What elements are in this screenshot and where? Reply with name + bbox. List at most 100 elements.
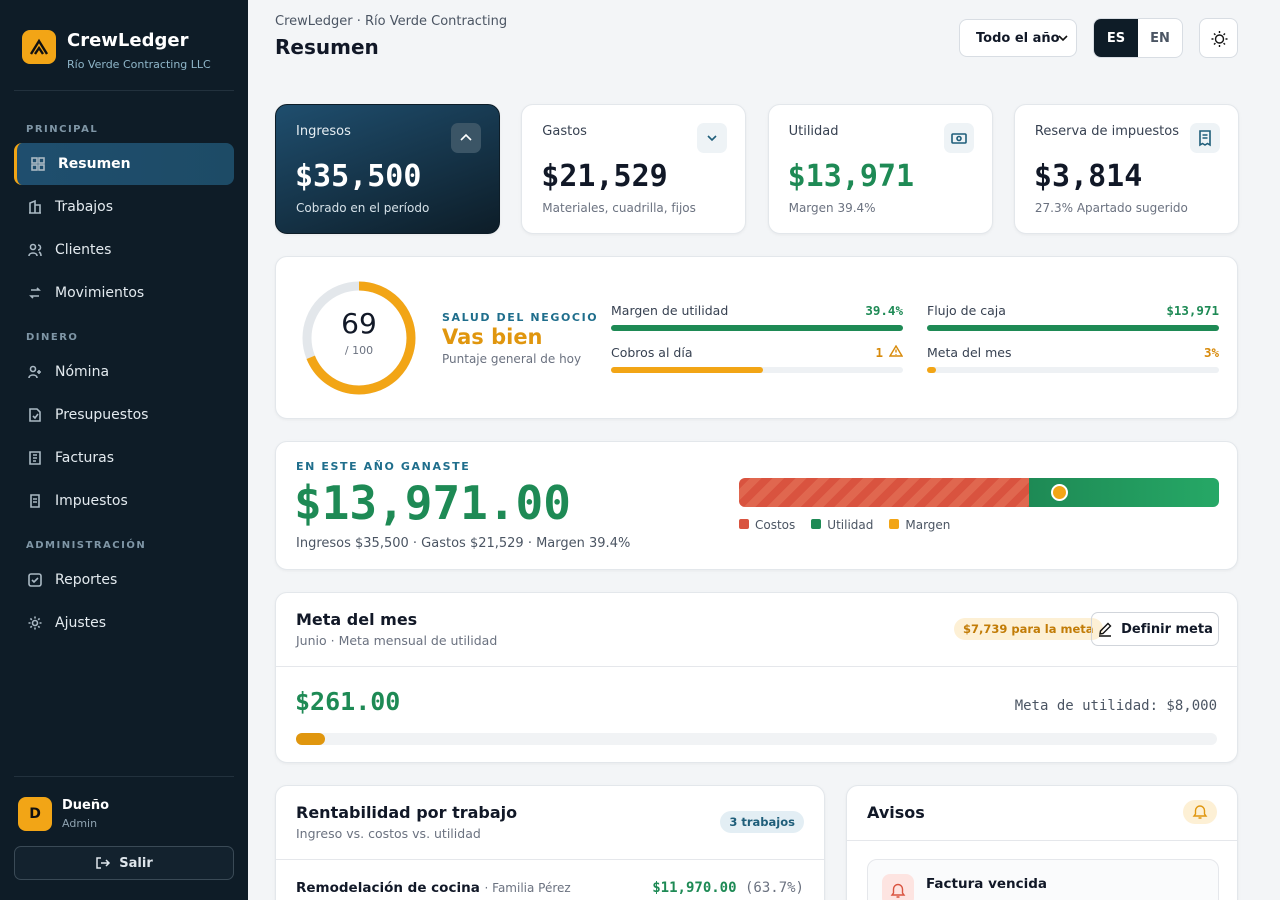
kpi-value: $3,814: [1033, 159, 1143, 194]
language-option[interactable]: ES: [1094, 19, 1138, 57]
job-profit-pct: (63.7%): [744, 880, 804, 896]
kpi-note: Materiales, cuadrilla, fijos: [542, 201, 696, 215]
alerts-title: Avisos: [867, 803, 925, 822]
nav-item[interactable]: Movimientos: [14, 272, 234, 314]
alerts-card: Avisos Factura vencida: [846, 785, 1238, 900]
legend-label: Margen: [905, 518, 951, 532]
goal-badge: $7,739 para la meta: [954, 618, 1103, 640]
goal-card: Meta del mes Junio · Meta mensual de uti…: [275, 592, 1238, 763]
job-profit-value: $11,970.00: [652, 880, 737, 896]
bell-icon: [1192, 805, 1208, 819]
bell-badge: [1183, 800, 1217, 824]
metric-value: 39.4%: [611, 303, 903, 318]
kpi-value: $13,971: [787, 159, 915, 194]
nav-item[interactable]: Impuestos: [14, 480, 234, 522]
nav-icon: [30, 494, 40, 508]
legend-item: Utilidad: [811, 518, 873, 532]
nav-label: Facturas: [55, 450, 115, 466]
legend-item: Margen: [889, 518, 950, 532]
nav-item[interactable]: Resumen: [14, 143, 234, 185]
jobs-title: Rentabilidad por trabajo: [296, 803, 518, 822]
nav-icon: [28, 365, 41, 379]
nav-label: Impuestos: [55, 493, 128, 509]
earned-amount: $13,971.00: [294, 476, 571, 530]
metric-value: 3%: [927, 345, 1219, 360]
job-name: Remodelación de cocina · Familia Pérez: [296, 880, 571, 896]
shape: [888, 344, 904, 357]
shape: [29, 199, 41, 214]
nav-icon: [29, 199, 41, 214]
metric-bar: [611, 325, 903, 331]
nav-icon: [29, 408, 41, 422]
metric-bar: [927, 367, 1219, 373]
shape: [28, 370, 41, 379]
cost-segment: [739, 478, 1030, 507]
earned-eyebrow: EN ESTE AÑO GANASTE: [296, 460, 471, 473]
jobs-badge: 3 trabajos: [720, 811, 804, 833]
goal-amount: $261.00: [295, 687, 401, 716]
swatch: [739, 519, 749, 529]
nav-icon: [28, 243, 42, 257]
kpi-note: Cobrado en el período: [296, 201, 430, 215]
shape: [1058, 35, 1068, 42]
legend-label: Utilidad: [827, 518, 874, 532]
period-select[interactable]: Todo el año: [959, 19, 1077, 57]
metric-bar-fill: [611, 367, 763, 373]
define-goal-button[interactable]: Definir meta: [1091, 612, 1219, 646]
goal-target: Meta de utilidad: $8,000: [1014, 698, 1217, 714]
shape: [1211, 31, 1228, 47]
nav-item[interactable]: Ajustes: [14, 602, 234, 644]
metric-bar: [611, 367, 903, 373]
metric-bar-fill: [611, 325, 903, 331]
goal-progress: [296, 733, 1217, 745]
score: 69: [341, 307, 377, 340]
language-toggle: ES EN: [1093, 18, 1183, 58]
shape: [28, 244, 42, 257]
metric-value: 1: [611, 344, 904, 360]
nav-item[interactable]: Facturas: [14, 437, 234, 479]
shape: [29, 243, 37, 251]
goal-title: Meta del mes: [296, 610, 418, 629]
nav-label: Presupuestos: [55, 407, 149, 423]
swatch: [296, 733, 326, 745]
nav-section-title: ADMINISTRACIÓN: [26, 540, 147, 551]
shape: [1214, 34, 1225, 44]
logout-button[interactable]: Salir: [14, 846, 234, 880]
shape: [30, 494, 40, 508]
alert-item[interactable]: Factura vencida: [867, 859, 1219, 900]
shape: [29, 365, 37, 373]
split-bar: [739, 478, 1219, 507]
nav-item[interactable]: Presupuestos: [14, 394, 234, 436]
kpi-card: Ingresos $35,500 Cobrado en el período: [275, 104, 500, 234]
metric-bar-fill: [927, 367, 936, 373]
shape: [1099, 622, 1112, 637]
sidebar: CrewLedger Río Verde Contracting LLC PRI…: [0, 0, 248, 900]
shape: [28, 616, 42, 630]
metric-value-text: 1: [875, 345, 883, 360]
nav-item[interactable]: Trabajos: [14, 186, 234, 228]
avatar: D: [18, 797, 52, 831]
divider: [276, 859, 824, 860]
sun-icon: [1211, 31, 1228, 47]
nav-icon: [29, 451, 41, 465]
kpi-note: 27.3% Apartado sugerido: [1034, 201, 1188, 215]
language-option[interactable]: EN: [1150, 30, 1170, 46]
shape: [31, 157, 38, 164]
goal-subtitle: Junio · Meta mensual de utilidad: [296, 633, 498, 648]
nav-item[interactable]: Reportes: [14, 559, 234, 601]
kpi-value: $35,500: [295, 159, 422, 194]
earned-detail: Ingresos $35,500 · Gastos $21,529 · Marg…: [296, 536, 631, 551]
nav-item[interactable]: Nómina: [14, 351, 234, 393]
pencil-icon: [1099, 622, 1112, 637]
kpi-icon-glyph: [950, 133, 967, 144]
kpi-icon: [451, 123, 481, 153]
score-ring: [302, 281, 416, 395]
nav-label: Clientes: [55, 242, 112, 258]
nav-label: Resumen: [58, 156, 131, 172]
swatch: [889, 519, 900, 529]
swatch: [811, 519, 822, 529]
shape: [38, 157, 45, 164]
kpi-note: Margen 39.4%: [788, 201, 876, 215]
theme-button[interactable]: [1199, 18, 1238, 58]
nav-item[interactable]: Clientes: [14, 229, 234, 271]
